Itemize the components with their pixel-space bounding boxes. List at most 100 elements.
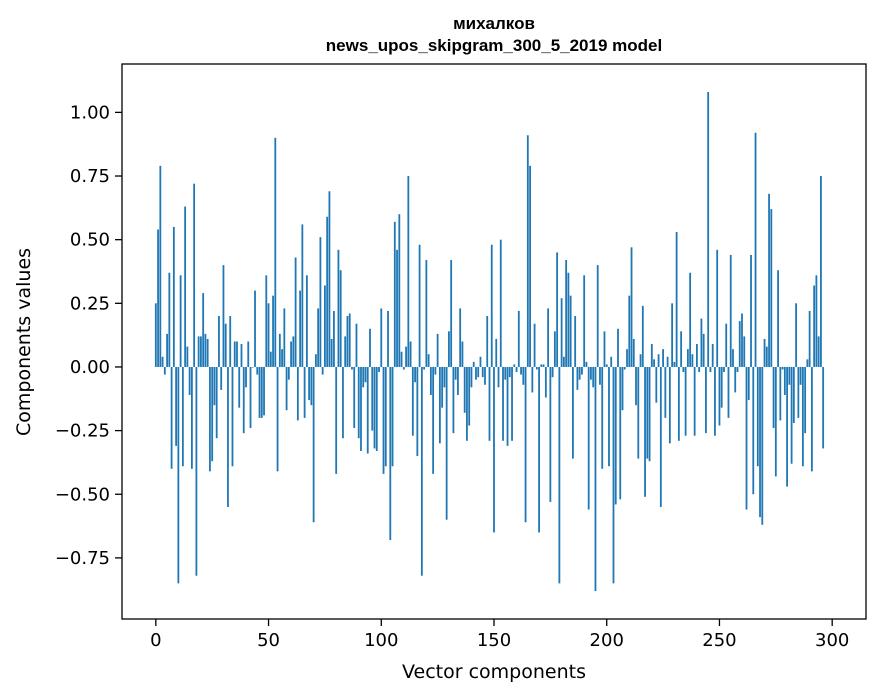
bar (402, 366, 405, 370)
bar (436, 333, 439, 367)
bar (547, 308, 550, 367)
bar (438, 366, 441, 444)
bar (621, 366, 624, 411)
bar (804, 366, 807, 434)
bar (644, 366, 646, 497)
bar (484, 366, 486, 385)
bar (768, 193, 770, 367)
bar (420, 366, 423, 576)
bar (472, 361, 475, 367)
bar (215, 366, 218, 439)
bar (416, 366, 419, 457)
bar (671, 303, 674, 367)
bar (549, 366, 552, 502)
bar (770, 209, 773, 367)
bar (799, 366, 802, 385)
bar (400, 351, 403, 367)
bar (705, 366, 707, 434)
bar (396, 249, 398, 367)
bar (423, 366, 426, 370)
bar (475, 366, 477, 380)
bar (508, 366, 511, 378)
bar (590, 366, 592, 380)
bar (583, 275, 586, 367)
bar (405, 346, 407, 367)
bar (783, 366, 786, 395)
bar (342, 366, 344, 439)
bar (797, 366, 800, 418)
bar (319, 237, 322, 367)
bar (346, 316, 349, 367)
bar (330, 338, 333, 367)
bar (240, 344, 243, 367)
bar (630, 247, 633, 367)
bar (285, 366, 288, 411)
y-tick-label: 0.00 (70, 357, 110, 378)
bar (260, 366, 263, 418)
bar (454, 366, 457, 380)
bar (274, 137, 277, 367)
plot-frame (121, 63, 867, 620)
bar (389, 366, 392, 541)
bar (312, 366, 315, 523)
bar (310, 366, 313, 406)
bar (774, 366, 777, 477)
bar (245, 366, 247, 388)
bar (296, 366, 299, 421)
bar (761, 366, 764, 525)
bar (707, 92, 710, 367)
bar (759, 366, 761, 518)
bar (795, 303, 798, 367)
bar (788, 366, 791, 385)
bar (698, 366, 701, 373)
bar (287, 366, 290, 380)
bar (468, 366, 471, 426)
bar (655, 366, 658, 403)
bar (777, 270, 779, 367)
bar (231, 366, 234, 467)
bar (734, 366, 737, 393)
bar (267, 303, 270, 367)
bar (294, 257, 297, 367)
bar (292, 336, 295, 367)
bar (186, 346, 189, 367)
bar (493, 366, 495, 533)
bar (614, 366, 617, 505)
bar (204, 333, 207, 367)
bar (544, 366, 547, 398)
bar (747, 366, 750, 401)
bar (184, 206, 187, 367)
bar (750, 254, 752, 367)
bar (612, 366, 615, 584)
bar (371, 366, 374, 431)
bar (459, 308, 462, 367)
bar (272, 295, 274, 367)
bar (364, 366, 367, 383)
bar (457, 366, 459, 395)
bar (720, 366, 723, 408)
bar (772, 366, 775, 429)
bar (157, 229, 159, 367)
bar (197, 336, 200, 367)
bar (682, 366, 685, 373)
bar (172, 226, 175, 367)
bar (211, 366, 214, 462)
bar (463, 366, 466, 413)
bar (218, 316, 220, 367)
bar (756, 366, 759, 467)
bar (229, 316, 232, 367)
bar (524, 366, 527, 523)
bar (227, 366, 229, 507)
bar (299, 290, 302, 367)
bar (628, 295, 631, 367)
bar (384, 366, 387, 467)
x-tick-label: 150 (477, 630, 511, 651)
bar (820, 176, 822, 367)
bar (700, 318, 703, 367)
bar (181, 366, 184, 467)
bar (626, 349, 628, 367)
bar (526, 135, 529, 367)
bar (247, 341, 250, 367)
bar (792, 366, 795, 423)
bar (686, 349, 689, 367)
